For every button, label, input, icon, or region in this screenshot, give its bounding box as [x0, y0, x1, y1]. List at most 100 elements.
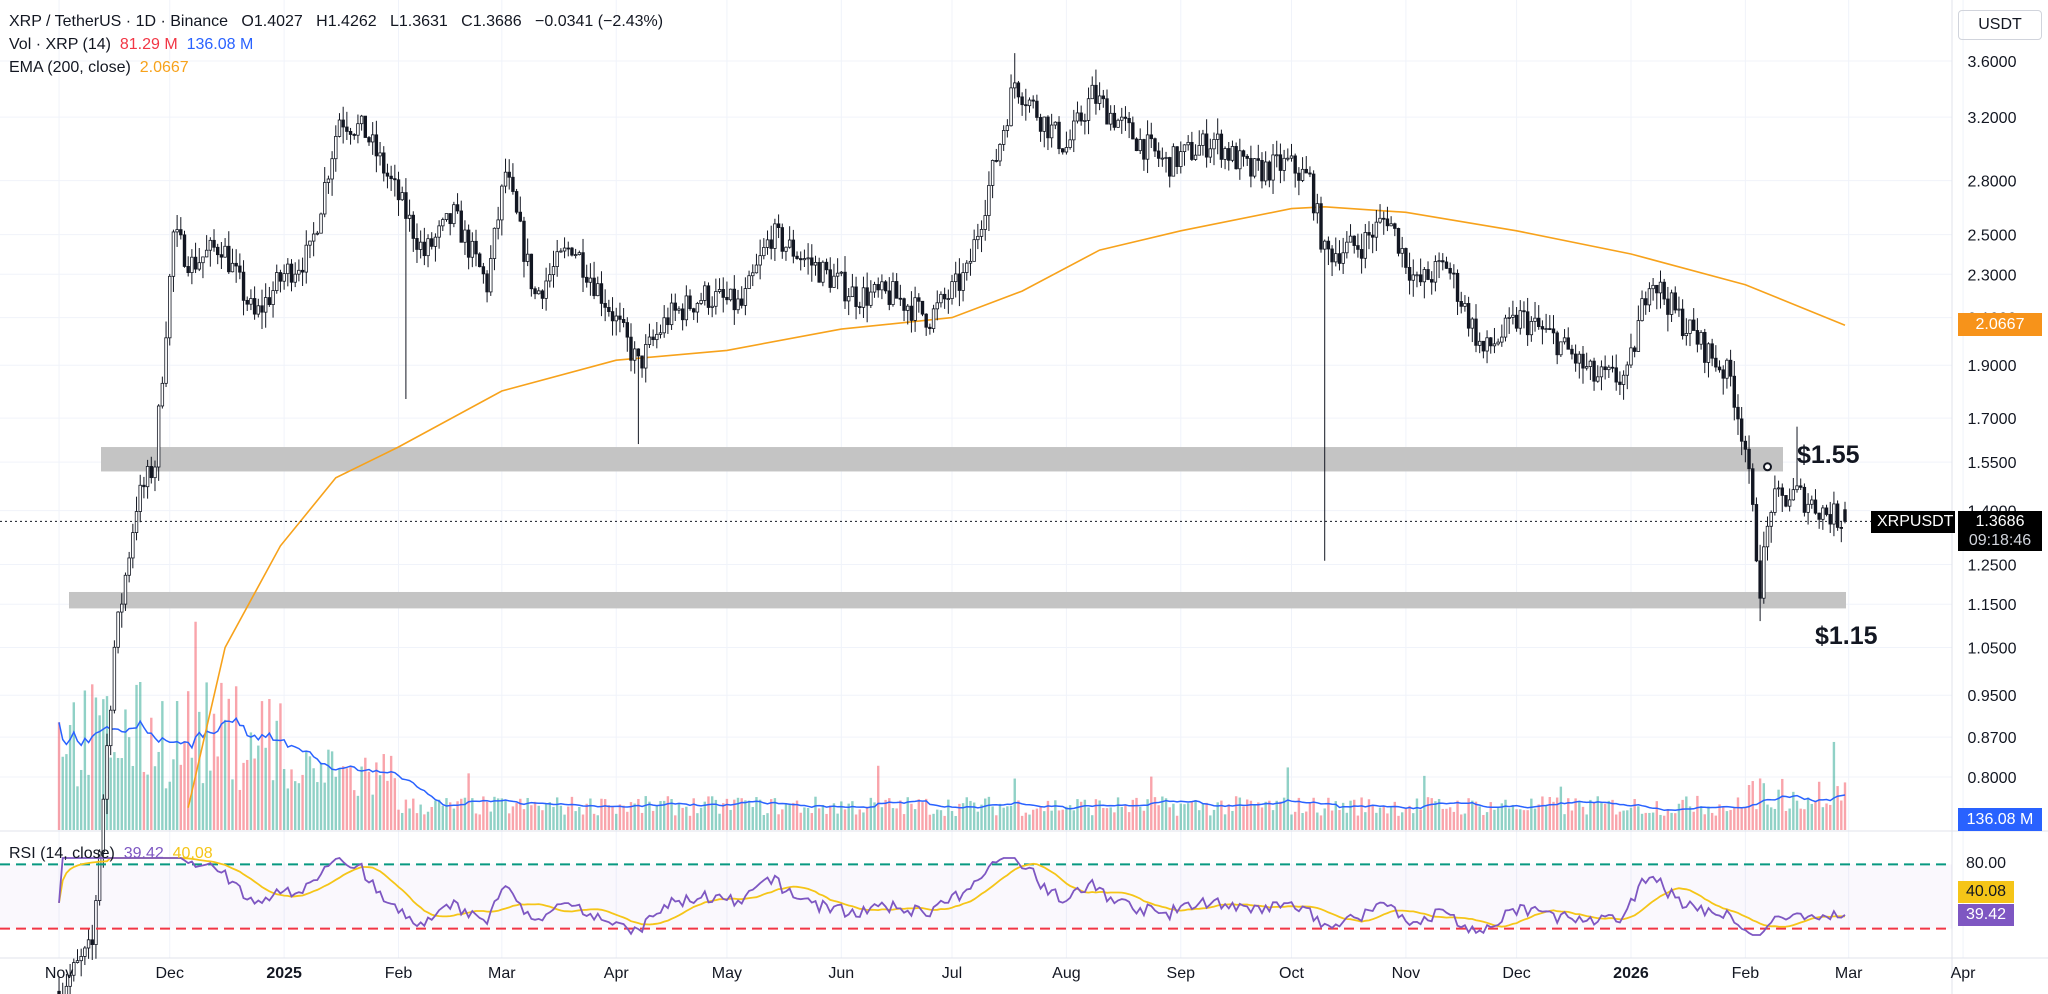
volume-bar	[1028, 814, 1031, 830]
candle-body	[1035, 100, 1039, 118]
volume-bar	[1046, 800, 1050, 830]
volume-bar	[364, 757, 367, 830]
candle-body	[555, 251, 559, 267]
candle-body	[1227, 148, 1231, 161]
time-tick-label: Apr	[604, 965, 630, 982]
candle-body	[319, 213, 323, 234]
volume-bar	[375, 762, 378, 830]
volume-bar	[511, 806, 515, 830]
volume-bar	[301, 774, 304, 830]
candle-body	[780, 227, 784, 252]
candle-body	[193, 256, 198, 270]
volume-bar	[249, 732, 253, 830]
volume-bar	[1282, 797, 1286, 830]
volume-bar	[238, 789, 242, 830]
volume-bar	[94, 697, 98, 830]
rsi-panel	[0, 857, 1952, 936]
candle-body	[1005, 125, 1010, 131]
candle-body	[289, 263, 294, 283]
candle-body	[647, 336, 652, 345]
volume-bar	[976, 811, 980, 830]
symbol-legend[interactable]: XRP / TetherUS · 1D · Binance O1.4027 H1…	[9, 11, 663, 33]
candle-body	[684, 295, 689, 321]
candle-body	[1407, 267, 1412, 281]
candle-body	[1739, 418, 1744, 442]
candle-body	[1219, 133, 1224, 160]
volume-bar	[1205, 802, 1208, 830]
volume-bar	[319, 762, 323, 830]
candle-body	[263, 297, 268, 313]
candle-body	[1474, 318, 1478, 346]
ema-legend[interactable]: EMA (200, close) 2.0667	[9, 57, 189, 79]
candle-body	[1260, 159, 1264, 182]
volume-bar	[1312, 797, 1315, 830]
volume-bar	[1164, 798, 1168, 830]
candle-body	[1666, 298, 1670, 315]
close-label: C	[461, 13, 473, 30]
candle-body	[323, 182, 327, 215]
candle-body	[1068, 139, 1072, 148]
high-value: 1.4262	[327, 13, 377, 30]
candle-body	[1341, 252, 1345, 264]
candle-body	[533, 288, 537, 295]
volume-bar	[179, 764, 183, 830]
candle-body	[869, 291, 873, 306]
candle-body	[201, 256, 205, 264]
candle-body	[1573, 353, 1578, 364]
candle-body	[1168, 157, 1172, 177]
volume-bar	[1297, 797, 1301, 830]
volume-bar	[1102, 807, 1105, 830]
candle-body	[1481, 340, 1486, 352]
candle-body	[640, 355, 644, 369]
candle-body	[127, 557, 131, 576]
candle-body	[821, 261, 825, 283]
volume-bar	[618, 804, 622, 830]
candle-body	[1758, 560, 1762, 599]
candle-body	[1334, 253, 1338, 263]
volume-bar	[264, 747, 267, 830]
volume-bar	[1574, 798, 1577, 830]
volume-legend[interactable]: Vol · XRP (14) 81.29 M 136.08 M	[9, 34, 253, 56]
volume-bar	[943, 815, 946, 830]
volume-bar	[334, 776, 337, 830]
candle-body	[1086, 98, 1091, 121]
resistance-annotation: $1.55	[1797, 441, 1860, 469]
candle-body	[304, 244, 308, 273]
candle-body	[90, 939, 94, 945]
candle-body	[245, 299, 249, 305]
candle-body	[710, 305, 714, 308]
candle-body	[765, 239, 770, 248]
volume-bar	[131, 765, 135, 830]
candle-body	[1548, 328, 1552, 330]
candle-body	[1064, 147, 1069, 153]
rsi-value-badge-text: 39.42	[1965, 906, 2007, 923]
volume-bar	[1662, 815, 1666, 830]
candle-body	[252, 298, 257, 315]
candle-body	[297, 269, 301, 275]
candle-body	[525, 253, 530, 262]
volume-bar	[762, 814, 766, 830]
volume-bar	[984, 798, 987, 830]
volume-bar	[578, 807, 581, 830]
volume-bar	[83, 690, 87, 830]
time-tick-label: Feb	[1732, 965, 1760, 982]
volume-bar	[1792, 791, 1795, 830]
volume-bar	[1637, 806, 1640, 830]
volume-bar	[1020, 815, 1024, 830]
volume-bar	[79, 769, 83, 830]
rsi-legend[interactable]: RSI (14, close) 39.42 40.08	[9, 843, 213, 865]
price-tick-label: 0.9500	[1968, 688, 2017, 705]
candle-body	[610, 311, 615, 322]
candle-body	[614, 315, 618, 322]
volume-bar	[1803, 809, 1806, 830]
volume-bar	[139, 682, 142, 830]
rsi-value: 39.42	[123, 845, 164, 862]
candle-body	[407, 214, 412, 219]
candle-body	[850, 286, 855, 298]
volume-bar	[1190, 801, 1194, 830]
volume-bar	[1091, 815, 1094, 830]
candle-body	[1773, 488, 1777, 513]
candle-body	[902, 298, 906, 311]
candle-body	[1348, 235, 1353, 243]
currency-unit-button[interactable]: USDT	[1958, 10, 2042, 40]
